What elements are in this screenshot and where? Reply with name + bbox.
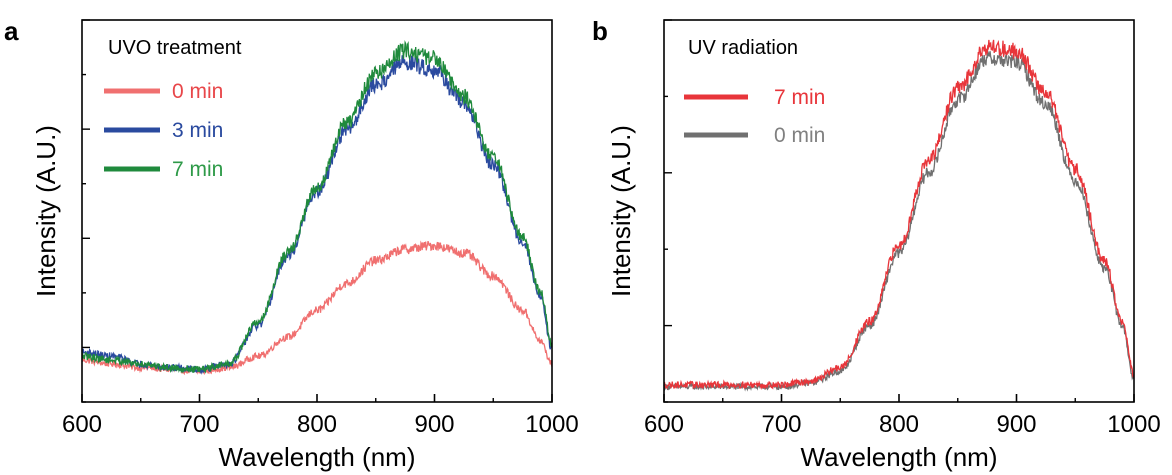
panel-b-y-axis-label: Intensity (A.U.) bbox=[606, 125, 636, 297]
panel-a: a 600 700 800 900 1000 UVO treatment 0 min 3… bbox=[4, 16, 579, 472]
x-tick-label: 1000 bbox=[525, 411, 578, 438]
legend-label-7min: 7 min bbox=[172, 158, 223, 181]
x-tick-label: 900 bbox=[414, 411, 454, 438]
x-tick-label: 700 bbox=[179, 411, 219, 438]
panel-b-ticks: 600 700 800 900 1000 bbox=[644, 19, 1161, 438]
series-line-0-min bbox=[81, 240, 553, 376]
panel-a-legend: 0 min 3 min 7 min bbox=[104, 80, 223, 181]
x-tick-label: 600 bbox=[62, 411, 102, 438]
series-line-7-min bbox=[663, 39, 1135, 390]
legend-label-7min: 7 min bbox=[774, 86, 825, 109]
x-tick-label: 900 bbox=[996, 411, 1036, 438]
panel-b-x-axis-label: Wavelength (nm) bbox=[801, 442, 998, 472]
panel-b-frame bbox=[663, 19, 1135, 403]
x-tick-label: 700 bbox=[761, 411, 801, 438]
panel-b: b 600 700 800 900 1000 UV radiation 7 min 0 … bbox=[592, 16, 1161, 472]
panel-a-legend-title: UVO treatment bbox=[108, 37, 242, 59]
panel-a-y-axis-label: Intensity (A.U.) bbox=[31, 125, 61, 297]
panel-label-a: a bbox=[4, 16, 19, 46]
panel-a-x-axis-label: Wavelength (nm) bbox=[219, 442, 416, 472]
x-tick-label: 1000 bbox=[1107, 411, 1160, 438]
panel-a-ticks: 600 700 800 900 1000 bbox=[62, 19, 579, 438]
panel-b-series bbox=[663, 39, 1135, 392]
x-tick-label: 800 bbox=[879, 411, 919, 438]
legend-label-0min: 0 min bbox=[172, 80, 223, 103]
series-line-0-min bbox=[663, 50, 1135, 392]
panel-a-series bbox=[81, 40, 553, 376]
panel-a-frame bbox=[81, 19, 553, 403]
series-line-3-min bbox=[81, 55, 553, 375]
panel-b-legend-title: UV radiation bbox=[688, 37, 798, 59]
x-tick-label: 600 bbox=[644, 411, 684, 438]
series-line-7-min bbox=[81, 40, 553, 374]
panel-b-legend: 7 min 0 min bbox=[684, 86, 825, 147]
legend-label-0min: 0 min bbox=[774, 124, 825, 147]
panel-label-b: b bbox=[592, 16, 608, 46]
legend-label-3min: 3 min bbox=[172, 119, 223, 142]
x-tick-label: 800 bbox=[297, 411, 337, 438]
